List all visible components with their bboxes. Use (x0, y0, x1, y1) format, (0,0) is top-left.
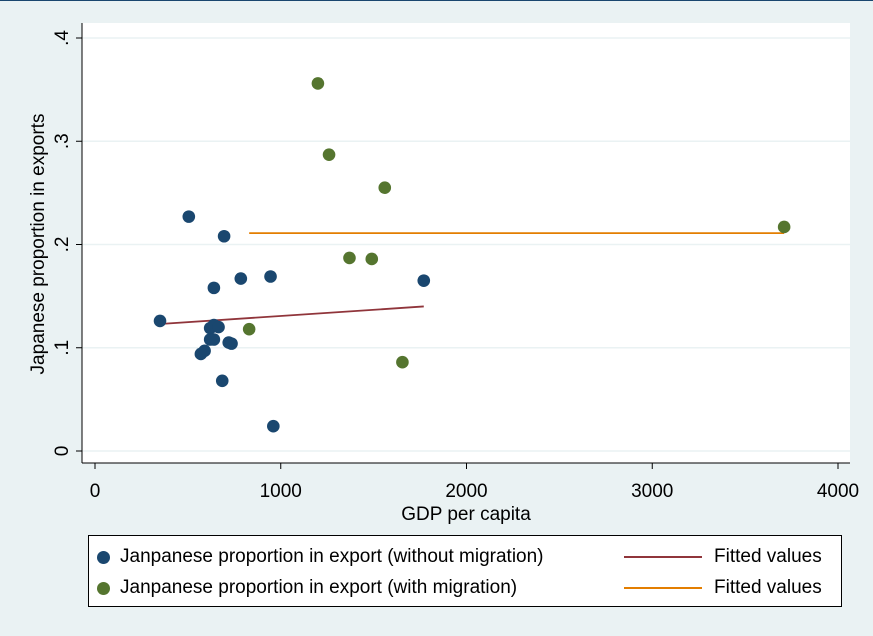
y-tick-label: .1 (52, 340, 73, 356)
data-point (182, 210, 196, 223)
legend-item-with-migration: Janpanese proportion in export (with mig… (97, 577, 517, 599)
gridlines (82, 37, 850, 452)
x-axis-title: GDP per capita (401, 504, 531, 525)
legend-label: Janpanese proportion in export (without … (120, 546, 544, 567)
data-point (267, 419, 280, 433)
data-point (396, 355, 409, 369)
data-point (365, 252, 379, 266)
data-point (212, 320, 225, 334)
data-point (417, 274, 431, 287)
data-point (234, 272, 248, 285)
data-point (153, 314, 167, 328)
legend-label: Fitted values (714, 546, 822, 567)
x-tick-label: 2000 (445, 481, 487, 502)
plot-area (82, 23, 850, 463)
data-point (311, 77, 325, 90)
data-point (207, 333, 221, 346)
y-tick-label: .2 (52, 237, 73, 253)
y-tick-label: .3 (52, 133, 73, 149)
x-tick-label: 1000 (260, 481, 302, 502)
y-tick-label: 0 (52, 446, 73, 457)
legend-line-marker (624, 587, 702, 589)
legend-label: Fitted values (714, 577, 822, 598)
legend-marker (97, 581, 110, 595)
x-tick-label: 4000 (817, 481, 859, 502)
tick-labels: 0 .1 .2 .3 .4 0 1000 2000 3000 4000 (52, 30, 859, 502)
data-point (217, 229, 231, 243)
data-point (194, 347, 208, 361)
legend-item-without-migration: Janpanese proportion in export (without … (97, 546, 544, 568)
legend-line-marker (624, 556, 702, 558)
data-point (225, 337, 238, 350)
x-tick-label: 0 (90, 481, 101, 502)
legend-label: Janpanese proportion in export (with mig… (120, 577, 518, 598)
fitted-line (159, 305, 424, 325)
top-border (0, 0, 873, 1)
fitted-lines (159, 232, 785, 325)
data-point (215, 374, 229, 388)
data-point (777, 220, 791, 234)
y-tick-label: .4 (52, 30, 73, 46)
x-tick-label: 3000 (631, 481, 673, 502)
legend-item-fitted-2: Fitted values (624, 577, 822, 599)
data-point (264, 270, 277, 283)
data-point (322, 148, 336, 161)
data-point (378, 181, 392, 195)
legend: Janpanese proportion in export (without … (88, 535, 842, 607)
data-point (242, 322, 256, 336)
data-point (343, 251, 356, 265)
data-points (153, 77, 791, 433)
legend-marker (97, 550, 110, 564)
axes (76, 23, 850, 469)
data-point (207, 281, 221, 295)
legend-item-fitted-1: Fitted values (624, 546, 822, 568)
y-axis-title: Japanese proportion in exports (28, 114, 49, 375)
scatter-chart: 0 .1 .2 .3 .4 0 1000 2000 3000 4000 GDP per capit… (28, 23, 859, 525)
